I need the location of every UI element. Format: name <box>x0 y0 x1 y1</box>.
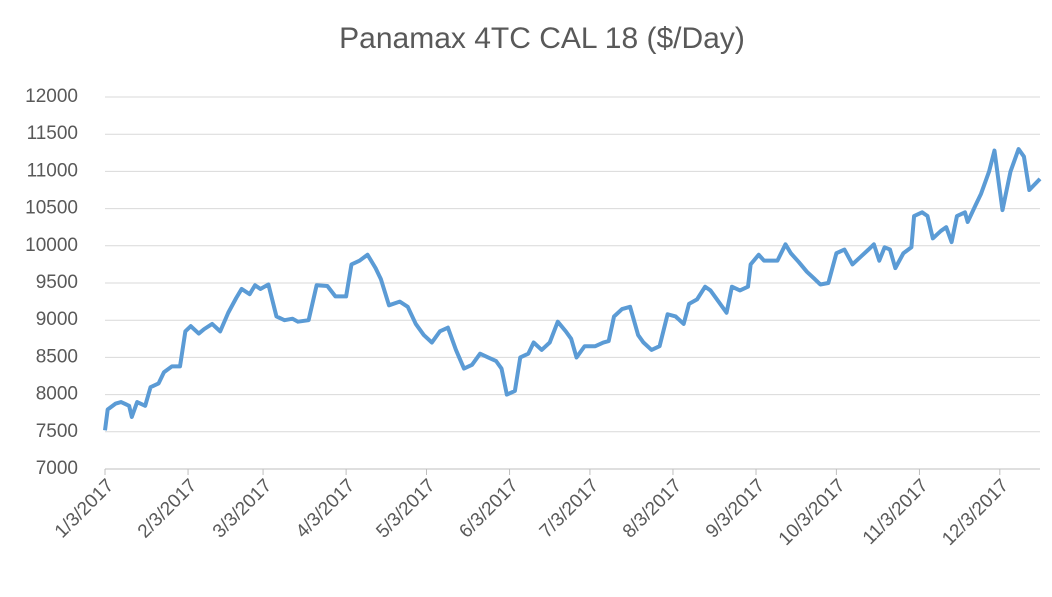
y-tick-label: 10500 <box>25 198 78 219</box>
y-tick-label: 11000 <box>27 160 78 181</box>
y-tick-label: 9000 <box>36 309 78 330</box>
y-tick-label: 9500 <box>36 272 78 293</box>
chart-title: Panamax 4TC CAL 18 ($/Day) <box>339 22 745 55</box>
y-tick-label: 8500 <box>36 346 78 367</box>
y-tick-label: 11500 <box>27 123 78 144</box>
line-series <box>103 147 1042 431</box>
y-tick-label: 10000 <box>25 235 78 256</box>
y-tick-label: 7000 <box>36 458 78 479</box>
y-tick-label: 8000 <box>36 384 78 405</box>
y-tick-label: 12000 <box>25 86 78 107</box>
y-tick-label: 7500 <box>36 421 78 442</box>
